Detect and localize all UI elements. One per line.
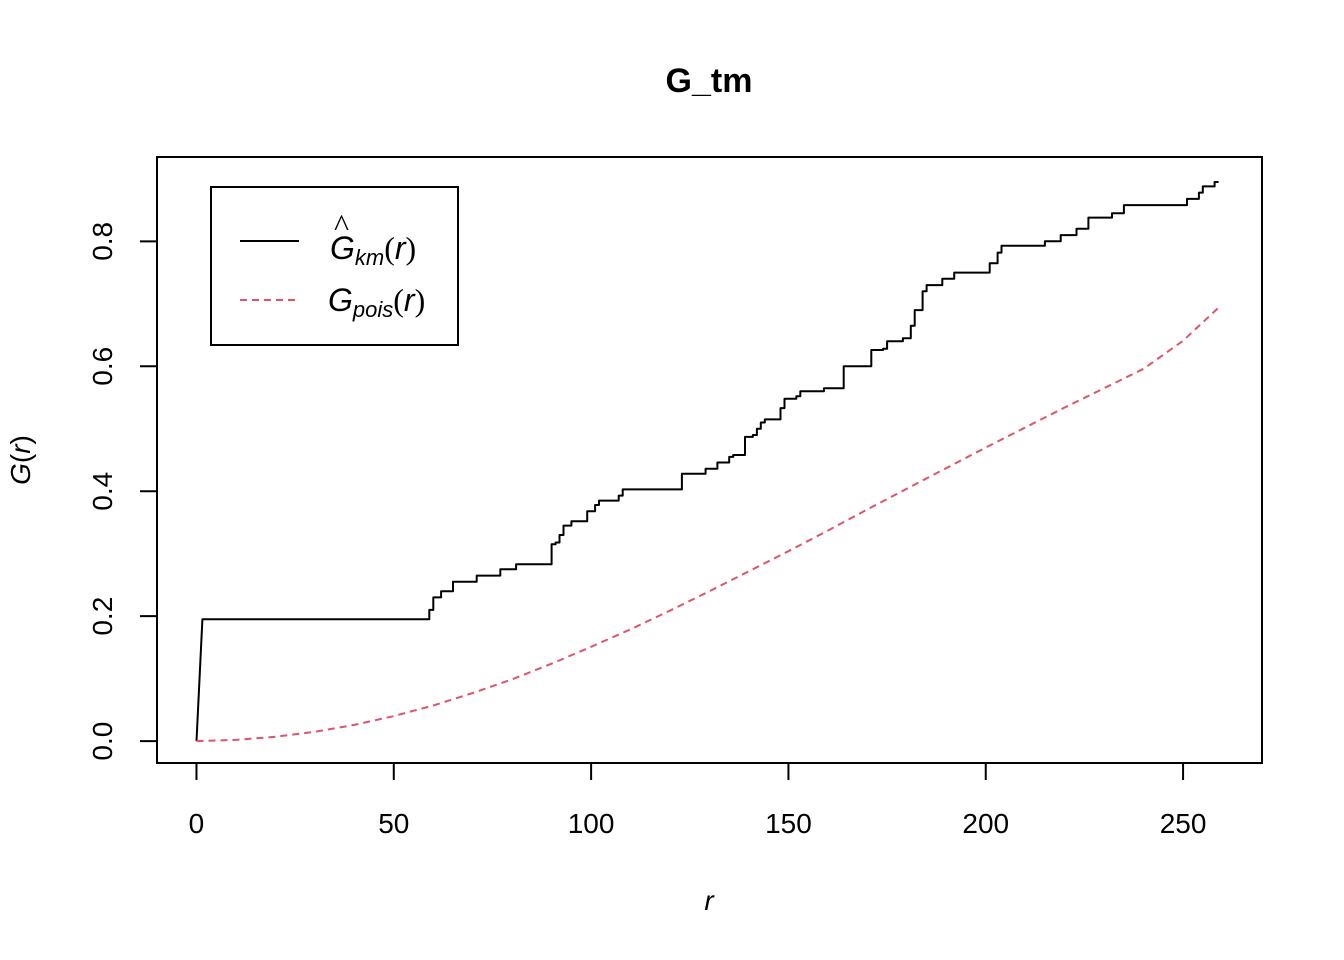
legend-pois-open: (	[393, 282, 404, 318]
series-line-km	[195, 181, 1219, 742]
legend-label-km: Gkm(r)	[330, 230, 416, 270]
legend: Gkm(r) ^ Gpois(r)	[210, 186, 459, 346]
y-axis-label: G(r)	[5, 435, 36, 485]
series-line-pois	[196, 306, 1220, 743]
legend-pois-arg: r	[404, 282, 416, 318]
legend-pois-sub: pois	[352, 297, 393, 322]
x-tick-label: 150	[765, 808, 812, 839]
legend-box	[210, 186, 459, 346]
legend-km-arg: r	[395, 230, 407, 266]
y-tick-label: 0.4	[87, 472, 118, 511]
y-axis-label-close: )	[5, 435, 36, 444]
x-axis: 0 50 100 150 200 250	[189, 762, 1207, 839]
y-tick-label: 0.2	[87, 597, 118, 636]
y-axis-label-open: (	[5, 453, 36, 463]
svg-text:G(r): G(r)	[5, 435, 36, 485]
legend-pois-base: G	[328, 282, 353, 318]
y-tick-label: 0.6	[87, 347, 118, 386]
y-axis-label-arg: r	[5, 443, 36, 454]
y-axis-label-base: G	[5, 463, 36, 485]
legend-km-open: (	[384, 230, 395, 266]
y-tick-label: 0.8	[87, 222, 118, 261]
legend-km-sub: km	[355, 245, 384, 270]
legend-pois-close: )	[415, 282, 426, 318]
x-axis-label: r	[704, 885, 715, 916]
y-axis: 0.0 0.2 0.4 0.6 0.8	[87, 222, 158, 761]
x-tick-label: 50	[378, 808, 409, 839]
legend-km-base: G	[330, 230, 355, 266]
x-tick-label: 250	[1160, 808, 1207, 839]
y-tick-label: 0.0	[87, 722, 118, 761]
chart-title: G_tm	[666, 62, 753, 100]
x-tick-label: 0	[189, 808, 205, 839]
series-layer	[195, 181, 1220, 743]
x-tick-label: 100	[568, 808, 615, 839]
x-tick-label: 200	[962, 808, 1009, 839]
legend-label-pois: Gpois(r)	[328, 282, 425, 322]
legend-km-hat: ^	[334, 207, 349, 243]
legend-km-close: )	[406, 230, 417, 266]
